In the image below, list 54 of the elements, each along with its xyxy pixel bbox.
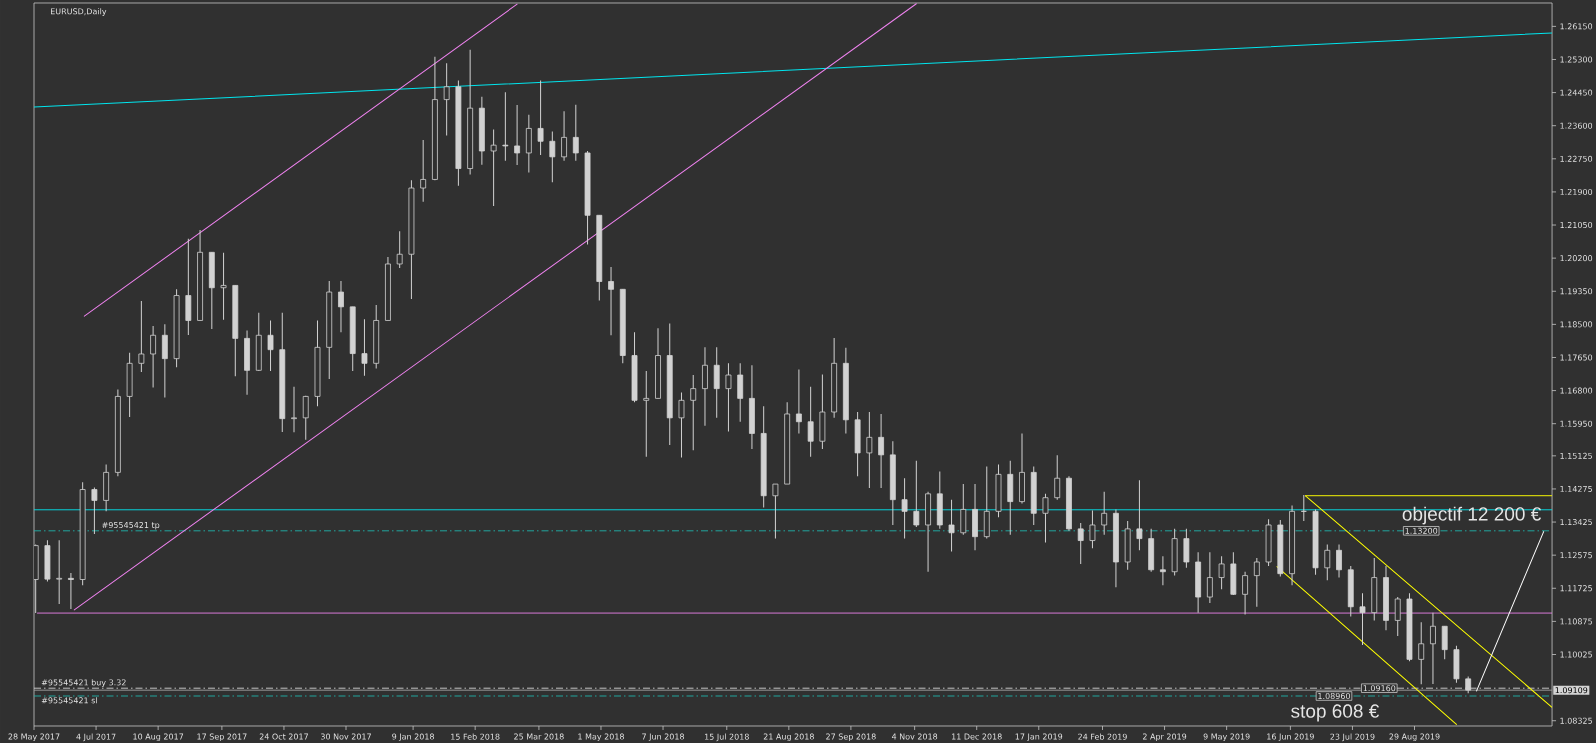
y-tick-label: 1.18500 xyxy=(1560,321,1593,328)
x-tick-label: 24 Oct 2017 xyxy=(259,733,308,740)
ref-line-label: #95545421 buy 3.32 xyxy=(41,679,126,687)
y-tick-label: 1.13425 xyxy=(1560,519,1592,526)
y-tick-label: 1.21050 xyxy=(1560,222,1593,229)
y-tick-label: 1.12575 xyxy=(1560,552,1592,559)
y-tick-label: 1.26150 xyxy=(1560,23,1593,30)
y-tick-label: 1.10025 xyxy=(1560,651,1592,658)
annotation: stop 608 € xyxy=(1291,704,1380,722)
x-tick-label: 7 Jun 2018 xyxy=(642,733,684,742)
x-tick-label: 23 Jul 2019 xyxy=(1330,733,1375,742)
annotation: 1.13200 xyxy=(1405,527,1438,534)
annotation: 1.08960 xyxy=(1318,692,1350,700)
x-tick-label: 17 Sep 2017 xyxy=(197,733,247,742)
annotation: objectif 12 200 € xyxy=(1402,506,1542,525)
x-tick-label: 1 May 2018 xyxy=(578,733,624,742)
ref-line-label: #95545421 tp xyxy=(102,522,160,530)
x-tick-label: 16 Jun 2019 xyxy=(1267,733,1314,742)
ref-line-label: #95545421 sl xyxy=(41,697,97,704)
x-tick-label: 9 Jan 2018 xyxy=(392,733,434,742)
x-tick-label: 17 Jan 2019 xyxy=(1015,733,1063,742)
x-tick-label: 30 Nov 2017 xyxy=(321,733,371,740)
y-tick-label: 1.17650 xyxy=(1560,354,1593,361)
y-tick-label: 1.16800 xyxy=(1560,387,1593,394)
y-tick-label: 1.23600 xyxy=(1560,122,1593,129)
y-tick-label: 1.19350 xyxy=(1560,288,1593,295)
y-tick-label: 1.24450 xyxy=(1560,89,1593,96)
y-tick-label: 1.22750 xyxy=(1560,155,1593,162)
x-tick-label: 21 Aug 2018 xyxy=(763,733,814,742)
x-tick-label: 9 May 2019 xyxy=(1203,733,1250,742)
x-tick-label: 4 Nov 2018 xyxy=(891,733,938,740)
x-tick-label: 25 Mar 2018 xyxy=(514,733,564,740)
y-tick-label: 1.10875 xyxy=(1560,618,1592,625)
y-tick-label: 1.11725 xyxy=(1560,585,1592,592)
x-tick-label: 28 May 2017 xyxy=(8,733,60,742)
x-tick-label: 11 Dec 2018 xyxy=(952,733,1002,740)
text: EURUSD,Daily xyxy=(50,8,107,16)
y-tick-label: 1.15125 xyxy=(1560,452,1592,459)
y-tick-label: 1.08325 xyxy=(1560,717,1592,724)
x-tick-label: 15 Jul 2018 xyxy=(705,733,749,742)
x-tick-label: 4 Jul 2017 xyxy=(76,733,116,742)
ref-line-label: 1.09109 xyxy=(1555,687,1588,694)
y-tick-label: 1.14275 xyxy=(1560,485,1592,492)
x-tick-label: 10 Aug 2017 xyxy=(133,733,184,742)
x-tick-label: 27 Sep 2018 xyxy=(826,733,876,742)
x-tick-label: 2 Apr 2019 xyxy=(1142,733,1187,742)
annotation: 1.09160 xyxy=(1363,685,1396,692)
y-tick-label: 1.20200 xyxy=(1560,255,1593,262)
y-tick-label: 1.21900 xyxy=(1560,188,1593,195)
x-tick-label: 29 Aug 2019 xyxy=(1389,733,1440,742)
x-tick-label: 24 Feb 2019 xyxy=(1078,733,1127,740)
x-tick-label: 15 Feb 2018 xyxy=(451,733,500,740)
y-tick-label: 1.15950 xyxy=(1560,420,1593,427)
y-tick-label: 1.25300 xyxy=(1560,56,1593,63)
